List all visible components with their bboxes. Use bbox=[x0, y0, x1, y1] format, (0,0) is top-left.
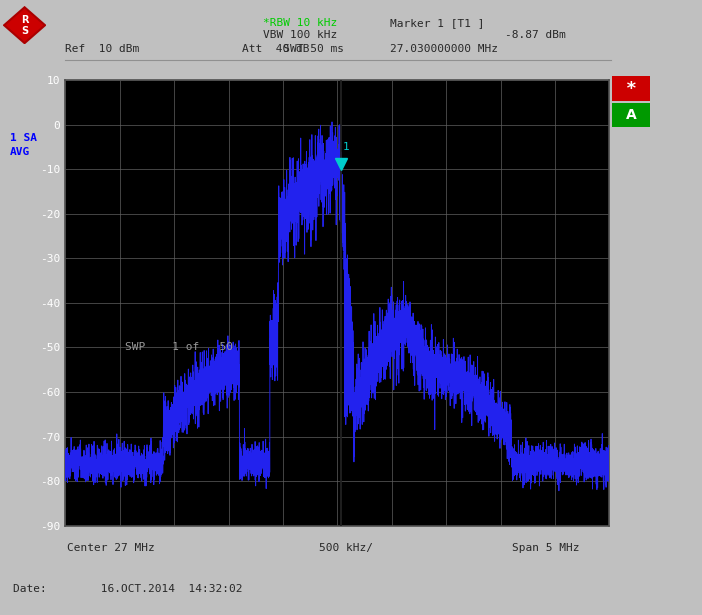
Text: A: A bbox=[625, 108, 637, 122]
Text: S: S bbox=[21, 26, 28, 36]
Text: 1 SA: 1 SA bbox=[10, 133, 37, 143]
Text: *: * bbox=[625, 79, 637, 98]
Text: VBW 100 kHz: VBW 100 kHz bbox=[263, 30, 338, 40]
Text: *RBW 10 kHz: *RBW 10 kHz bbox=[263, 18, 338, 28]
Text: 27.030000000 MHz: 27.030000000 MHz bbox=[390, 44, 498, 54]
Text: Marker 1 [T1 ]: Marker 1 [T1 ] bbox=[390, 18, 484, 28]
Text: R: R bbox=[21, 15, 28, 25]
Text: SWT 50 ms: SWT 50 ms bbox=[263, 44, 344, 54]
Text: 500 kHz/: 500 kHz/ bbox=[319, 543, 373, 553]
Polygon shape bbox=[4, 7, 45, 43]
Text: SWP    1 of   50: SWP 1 of 50 bbox=[125, 342, 233, 352]
Text: Center 27 MHz: Center 27 MHz bbox=[67, 543, 154, 553]
Text: AVG: AVG bbox=[10, 147, 30, 157]
Text: -8.87 dBm: -8.87 dBm bbox=[505, 30, 567, 40]
Text: Date:        16.OCT.2014  14:32:02: Date: 16.OCT.2014 14:32:02 bbox=[13, 584, 242, 593]
Text: 1: 1 bbox=[343, 141, 350, 152]
Text: Span 5 MHz: Span 5 MHz bbox=[512, 543, 580, 553]
Text: Ref  10 dBm: Ref 10 dBm bbox=[65, 44, 140, 54]
Text: Att  40 dB: Att 40 dB bbox=[242, 44, 310, 54]
